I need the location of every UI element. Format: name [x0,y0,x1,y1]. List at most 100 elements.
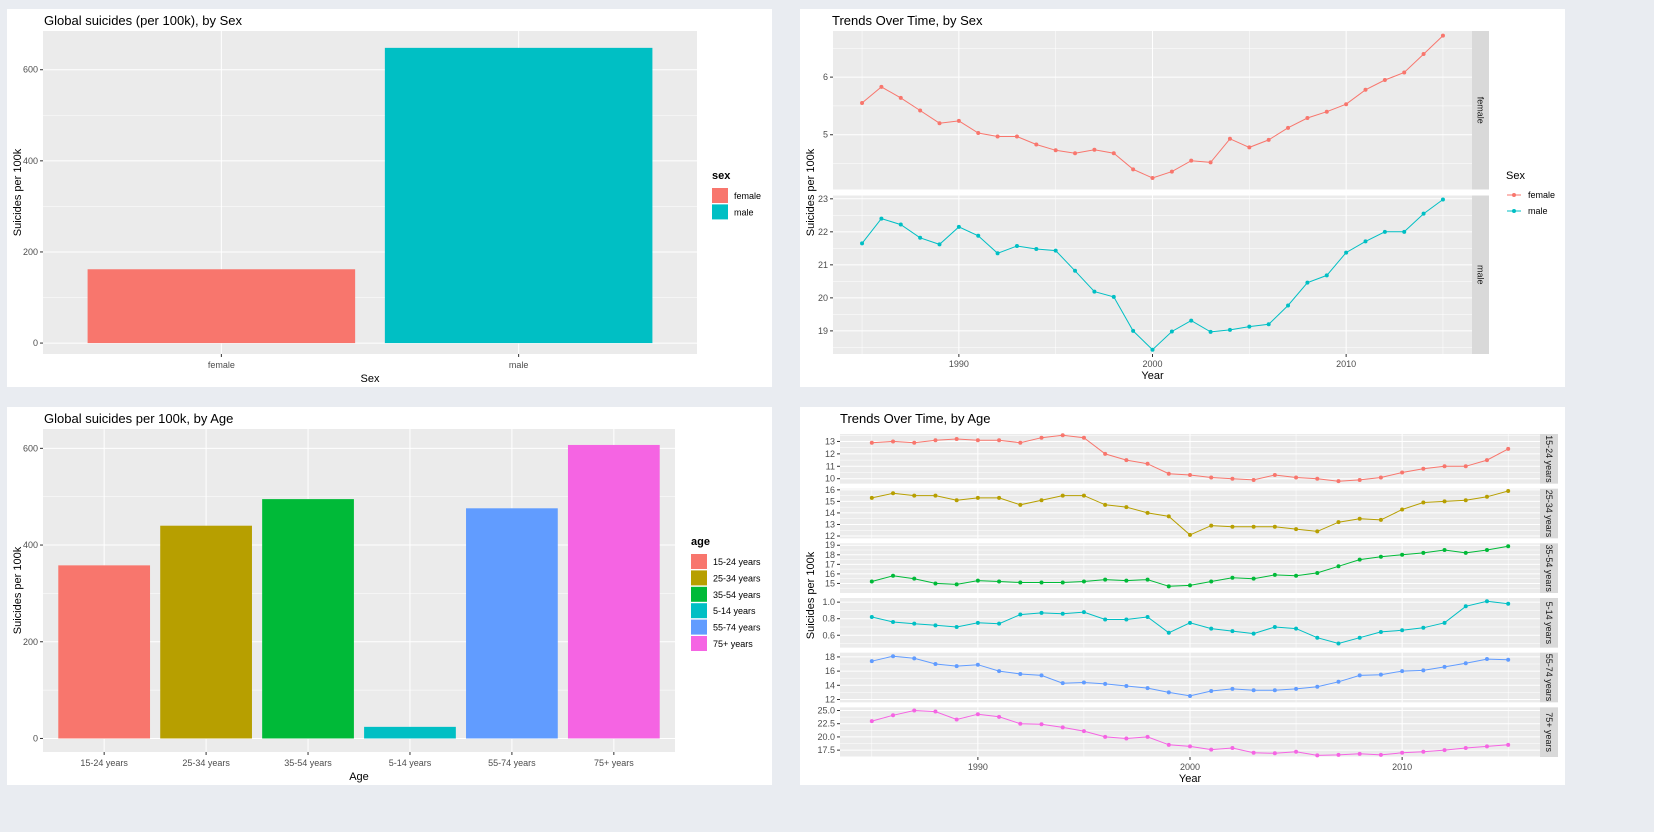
data-point [1166,514,1171,519]
data-point [1336,752,1341,757]
y-tick-label: 23 [818,194,828,204]
data-point [1227,136,1232,141]
facet-strip-label: 55-74 years [1544,654,1554,702]
data-point [1188,744,1192,749]
data-point [1442,664,1447,669]
data-point [1251,576,1256,581]
data-point [1081,579,1086,584]
data-point [1124,617,1129,622]
legend-key [691,570,707,586]
data-point [1053,148,1058,153]
data-point [1039,722,1044,727]
x-tick-label: 1990 [949,359,969,369]
data-point [1111,294,1116,299]
data-point [1357,516,1362,521]
y-tick-label: 6 [823,72,828,82]
data-point [997,579,1002,584]
data-point [1145,734,1150,739]
facet-strip [1540,652,1558,703]
y-tick-label: 11 [826,461,835,471]
y-tick-label: 14 [825,680,835,690]
data-point [1111,151,1116,156]
data-point [891,491,896,496]
data-point [1294,686,1299,691]
data-point [1014,134,1019,139]
facet-strip [1472,195,1489,354]
data-point [1421,749,1426,754]
y-tick-label: 15 [825,578,835,588]
y-tick-label: 0.6 [822,630,835,640]
facet-strip-label: 75+ years [1544,712,1554,752]
data-point [1150,175,1155,180]
data-point [1131,167,1136,172]
facet-strip [1472,31,1489,190]
data-point [1145,615,1150,620]
data-point [1230,524,1235,529]
data-point [1294,527,1299,532]
y-tick-label: 12 [825,531,835,541]
data-point [1230,476,1235,481]
data-point [1294,749,1299,754]
facet-strip [1540,707,1558,757]
chart-title: Trends Over Time, by Age [840,411,991,426]
data-point [1081,493,1086,498]
data-point [1039,498,1044,503]
facet-strip-label: 35-54 years [1544,544,1554,592]
legend-key [691,603,707,619]
data-point [891,620,896,625]
data-point [937,242,942,247]
data-point [918,108,923,113]
data-point [1357,635,1362,640]
data-point [1124,578,1129,583]
data-point [1378,517,1383,522]
data-point [1251,631,1256,636]
data-point [1073,151,1078,156]
data-point [879,84,884,89]
data-point [1484,548,1489,553]
data-point [869,659,874,664]
data-point [1378,752,1383,757]
data-point [1324,109,1329,114]
data-point [1421,668,1426,673]
data-point [898,222,903,227]
y-tick-label: 18 [825,550,835,560]
data-point [1103,734,1108,739]
facet-strip-label: 25-34 years [1544,490,1554,538]
data-point [1166,742,1171,747]
data-point [1060,611,1065,616]
data-point [1018,502,1023,507]
panel-sex-bar: Global suicides (per 100k), by Sex 0 200 4… [7,9,772,387]
data-point [1506,488,1511,493]
y-tick-label: 200 [23,247,38,257]
data-point [997,495,1002,500]
data-point [1092,289,1097,294]
data-point [1251,477,1256,482]
legend-key [691,554,707,569]
bar-35-54-years [262,499,354,739]
data-point [1442,464,1447,469]
y-tick-label: 25.0 [817,706,835,716]
data-point [1378,475,1383,480]
data-point [976,233,981,238]
data-point [954,624,959,629]
data-point [1039,580,1044,585]
legend-key [691,636,707,651]
data-point [975,712,980,717]
legend-key [712,188,728,203]
data-point [1506,446,1511,451]
y-tick-label: 12 [825,449,835,459]
data-point [1463,498,1468,503]
data-point [1305,116,1310,121]
data-point [933,623,938,628]
data-point [1272,472,1277,477]
y-tick-label: 17.5 [817,745,835,755]
bar-male [384,47,653,344]
data-point [956,224,961,229]
data-point [956,118,961,123]
data-point [1103,681,1108,686]
data-point [1166,690,1171,695]
data-point [1018,612,1023,617]
data-point [1440,33,1445,38]
x-tick-label: male [509,360,529,370]
